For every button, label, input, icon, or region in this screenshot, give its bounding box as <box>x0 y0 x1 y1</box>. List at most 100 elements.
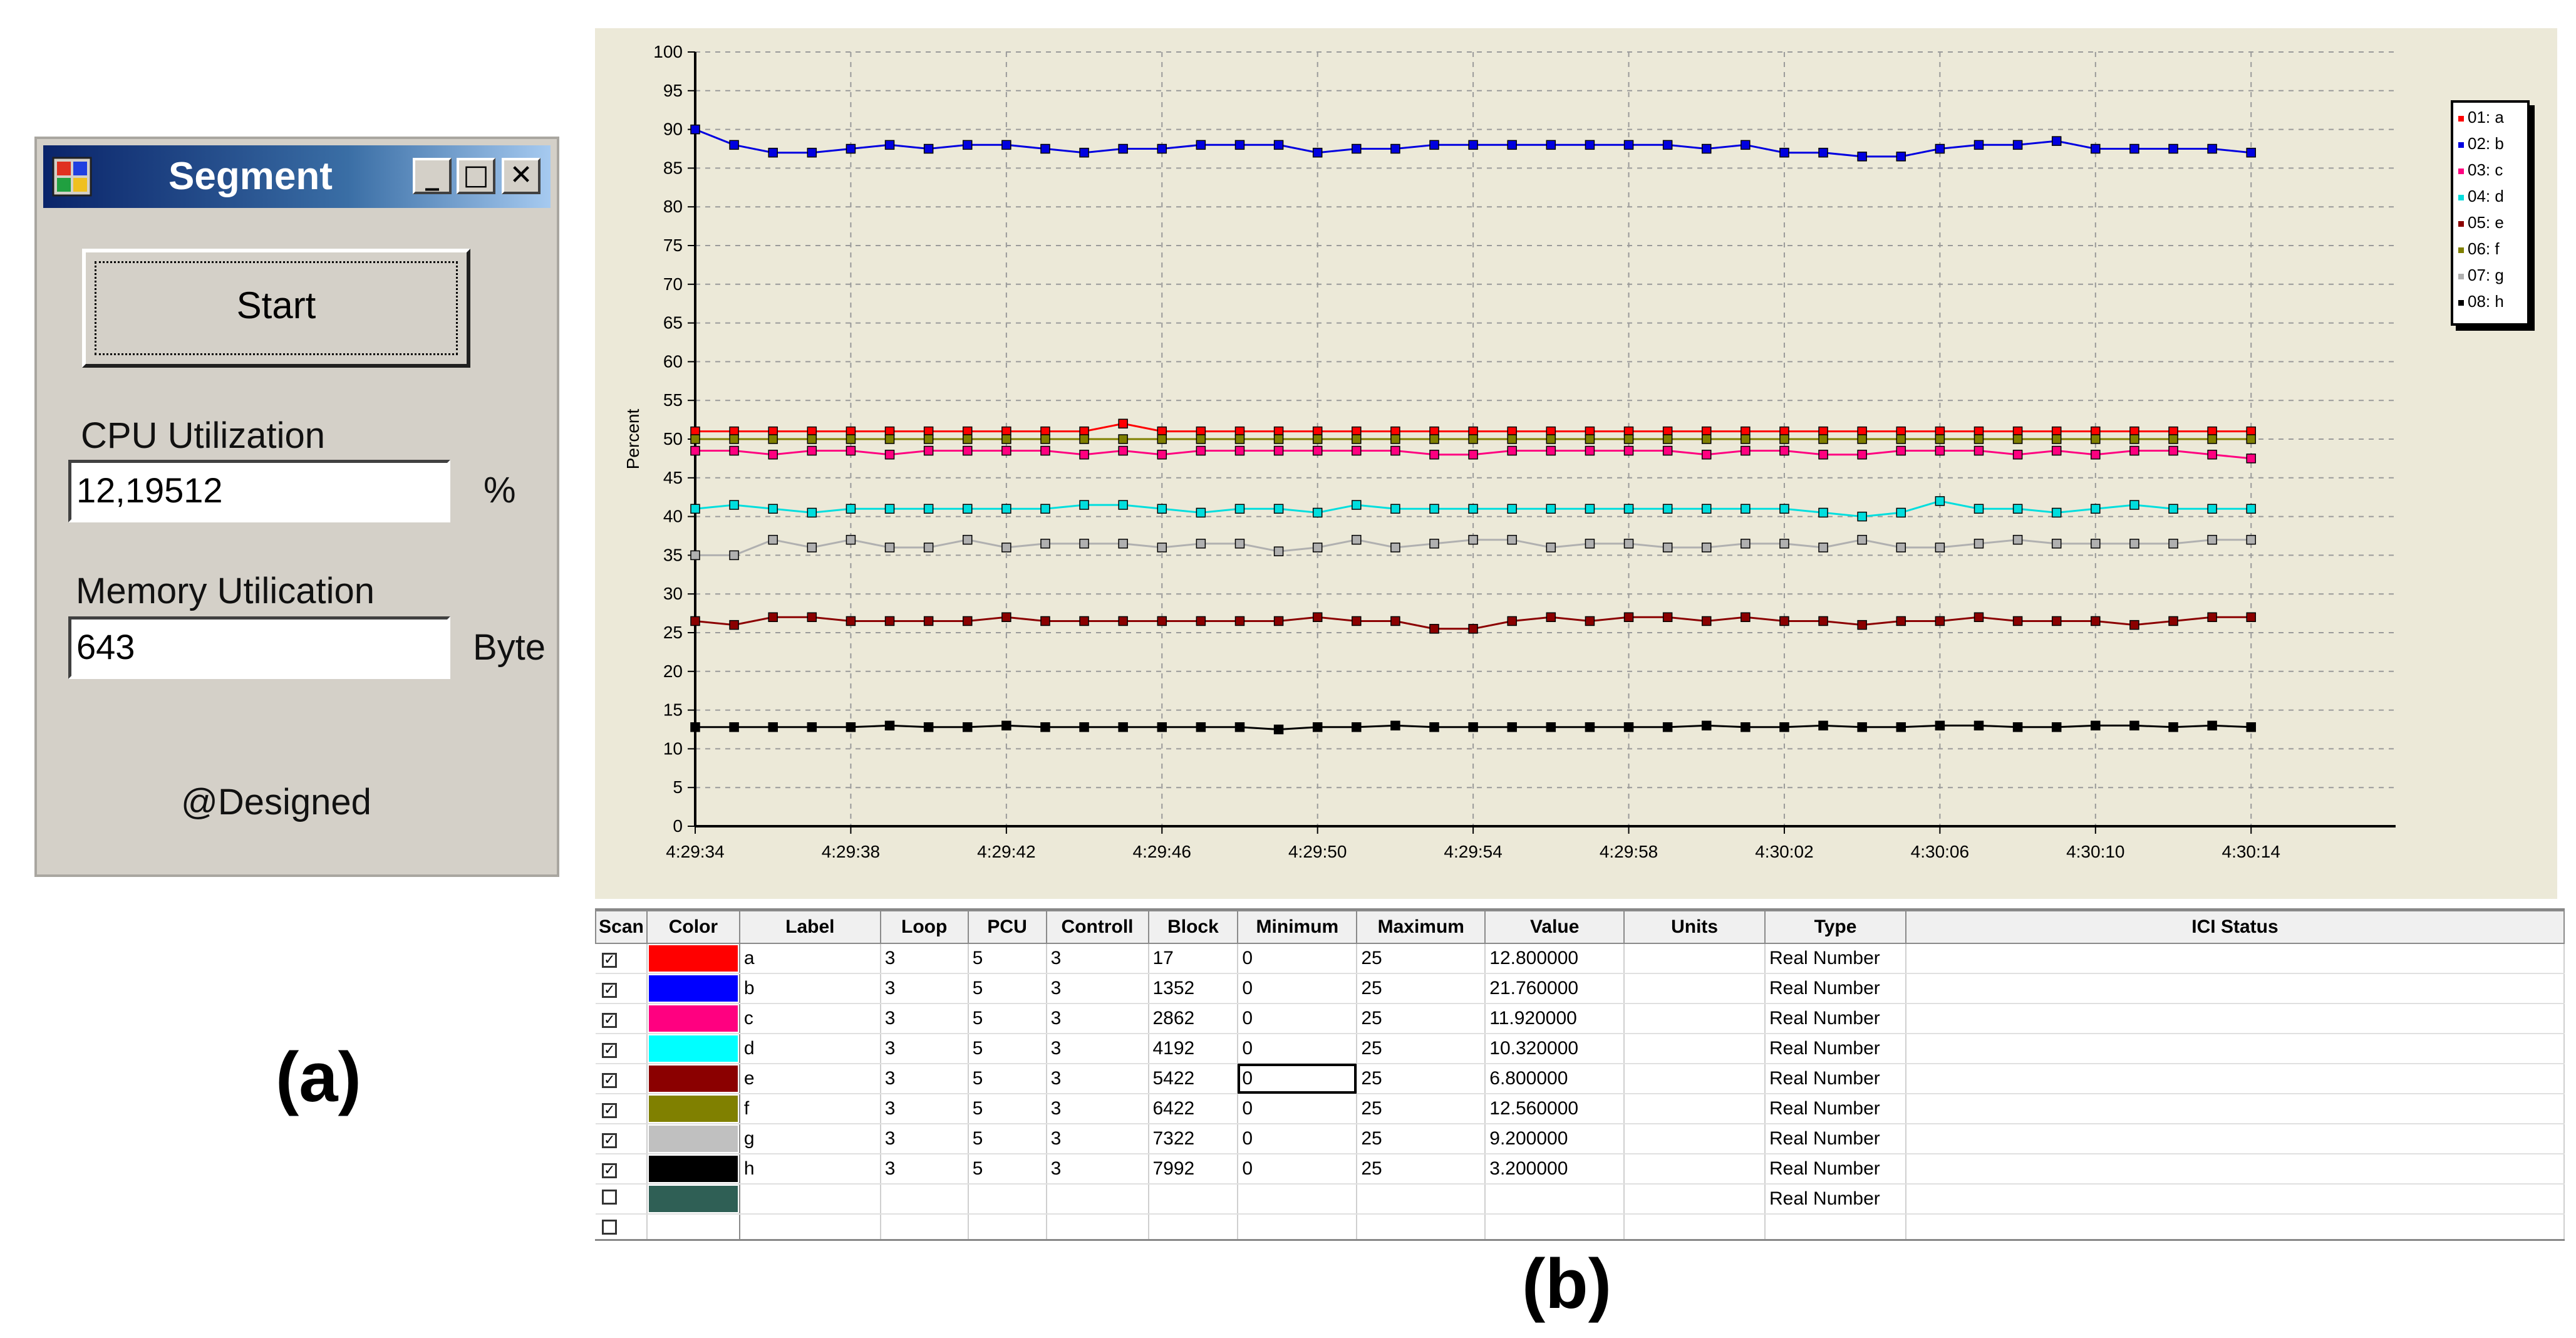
cell-label[interactable]: b <box>739 973 881 1004</box>
color-cell[interactable] <box>646 1154 740 1185</box>
cell-loop[interactable]: 3 <box>880 1004 969 1034</box>
cell-pcu[interactable]: 5 <box>968 1124 1047 1154</box>
color-cell[interactable] <box>646 943 740 974</box>
cell-type[interactable]: Real Number <box>1765 1184 1906 1215</box>
minimize-button[interactable]: _ <box>413 158 452 194</box>
cell-status[interactable] <box>1905 1124 2565 1154</box>
column-header-pcu[interactable]: PCU <box>967 910 1047 944</box>
column-header-value[interactable]: Value <box>1484 910 1625 944</box>
cell-block[interactable] <box>1148 1214 1239 1239</box>
color-cell[interactable] <box>646 1184 740 1215</box>
cell-pcu[interactable]: 5 <box>968 1094 1047 1124</box>
color-cell[interactable] <box>646 1064 740 1094</box>
table-row[interactable]: ✓ b 3 5 3 1352 0 25 21.760000 Real Number <box>596 973 2565 1004</box>
cell-status[interactable] <box>1905 1154 2565 1185</box>
cell-units[interactable] <box>1624 1064 1766 1094</box>
cell-controll[interactable]: 3 <box>1046 1094 1149 1124</box>
title-bar[interactable]: Segment _ □ ✕ <box>43 145 551 208</box>
column-header-scan[interactable]: Scan <box>595 910 648 944</box>
cell-loop[interactable]: 3 <box>880 1124 969 1154</box>
cell-loop[interactable]: 3 <box>880 943 969 974</box>
cell-maximum[interactable] <box>1357 1184 1486 1215</box>
cell-minimum[interactable]: 0 <box>1238 1094 1358 1124</box>
cell-pcu[interactable] <box>968 1214 1047 1239</box>
color-cell[interactable] <box>646 1124 740 1154</box>
scan-checkbox[interactable] <box>602 1220 617 1235</box>
cell-status[interactable] <box>1905 1034 2565 1064</box>
cell-status[interactable] <box>1905 973 2565 1004</box>
cell-minimum[interactable]: 0 <box>1238 1064 1358 1094</box>
cell-loop[interactable]: 3 <box>880 1064 969 1094</box>
cell-units[interactable] <box>1624 973 1766 1004</box>
column-header-type[interactable]: Type <box>1764 910 1906 944</box>
column-header-minimum[interactable]: Minimum <box>1237 910 1358 944</box>
close-button[interactable]: ✕ <box>502 158 541 194</box>
maximize-button[interactable]: □ <box>457 158 495 194</box>
cell-block[interactable]: 17 <box>1148 943 1239 974</box>
cell-block[interactable]: 6422 <box>1148 1094 1239 1124</box>
cell-maximum[interactable]: 25 <box>1357 1004 1486 1034</box>
memory-utilization-field[interactable]: 643 <box>68 616 450 679</box>
cpu-utilization-field[interactable]: 12,19512 <box>68 460 450 522</box>
column-header-color[interactable]: Color <box>646 910 740 944</box>
scan-checkbox[interactable] <box>602 1190 617 1205</box>
table-row[interactable]: Real Number <box>596 1184 2565 1215</box>
column-header-units[interactable]: Units <box>1623 910 1766 944</box>
cell-label[interactable]: d <box>739 1034 881 1064</box>
cell-pcu[interactable]: 5 <box>968 973 1047 1004</box>
cell-type[interactable]: Real Number <box>1765 1124 1906 1154</box>
table-row[interactable]: ✓ a 3 5 3 17 0 25 12.800000 Real Number <box>596 943 2565 974</box>
cell-pcu[interactable]: 5 <box>968 1064 1047 1094</box>
cell-maximum[interactable]: 25 <box>1357 973 1486 1004</box>
cell-maximum[interactable]: 25 <box>1357 1094 1486 1124</box>
cell-type[interactable]: Real Number <box>1765 1064 1906 1094</box>
cell-status[interactable] <box>1905 1094 2565 1124</box>
cell-minimum[interactable]: 0 <box>1238 1034 1358 1064</box>
cell-status[interactable] <box>1905 943 2565 974</box>
cell-minimum[interactable] <box>1238 1214 1358 1239</box>
cell-minimum[interactable]: 0 <box>1238 973 1358 1004</box>
cell-loop[interactable]: 3 <box>880 1094 969 1124</box>
cell-pcu[interactable]: 5 <box>968 943 1047 974</box>
column-header-loop[interactable]: Loop <box>879 910 969 944</box>
cell-controll[interactable]: 3 <box>1046 1034 1149 1064</box>
cell-controll[interactable] <box>1046 1184 1149 1215</box>
cell-label[interactable] <box>739 1184 881 1215</box>
cell-status[interactable] <box>1905 1214 2565 1239</box>
cell-value[interactable] <box>1485 1184 1625 1215</box>
column-header-ici-status[interactable]: ICI Status <box>1905 910 2565 944</box>
scan-checkbox[interactable]: ✓ <box>602 1073 617 1088</box>
cell-value[interactable]: 12.560000 <box>1485 1094 1625 1124</box>
cell-units[interactable] <box>1624 943 1766 974</box>
cell-maximum[interactable]: 25 <box>1357 1064 1486 1094</box>
cell-block[interactable] <box>1148 1184 1239 1215</box>
column-header-controll[interactable]: Controll <box>1045 910 1149 944</box>
cell-type[interactable] <box>1765 1214 1906 1239</box>
color-cell[interactable] <box>646 1214 740 1239</box>
cell-units[interactable] <box>1624 1154 1766 1185</box>
cell-minimum[interactable]: 0 <box>1238 1124 1358 1154</box>
scan-checkbox[interactable]: ✓ <box>602 1133 617 1148</box>
cell-status[interactable] <box>1905 1184 2565 1215</box>
cell-value[interactable]: 12.800000 <box>1485 943 1625 974</box>
cell-loop[interactable]: 3 <box>880 1034 969 1064</box>
cell-block[interactable]: 2862 <box>1148 1004 1239 1034</box>
cell-value[interactable]: 3.200000 <box>1485 1154 1625 1185</box>
cell-label[interactable]: h <box>739 1154 881 1185</box>
cell-controll[interactable]: 3 <box>1046 1154 1149 1185</box>
cell-value[interactable]: 11.920000 <box>1485 1004 1625 1034</box>
cell-label[interactable]: a <box>739 943 881 974</box>
scan-checkbox[interactable]: ✓ <box>602 983 617 998</box>
scan-checkbox[interactable]: ✓ <box>602 953 617 968</box>
cell-minimum[interactable]: 0 <box>1238 943 1358 974</box>
cell-value[interactable] <box>1485 1214 1625 1239</box>
cell-block[interactable]: 5422 <box>1148 1064 1239 1094</box>
cell-loop[interactable] <box>880 1214 969 1239</box>
cell-maximum[interactable]: 25 <box>1357 1124 1486 1154</box>
cell-pcu[interactable] <box>968 1184 1047 1215</box>
table-row[interactable]: ✓ f 3 5 3 6422 0 25 12.560000 Real Number <box>596 1094 2565 1124</box>
cell-block[interactable]: 7992 <box>1148 1154 1239 1185</box>
scan-checkbox[interactable]: ✓ <box>602 1043 617 1058</box>
cell-loop[interactable]: 3 <box>880 973 969 1004</box>
cell-units[interactable] <box>1624 1184 1766 1215</box>
